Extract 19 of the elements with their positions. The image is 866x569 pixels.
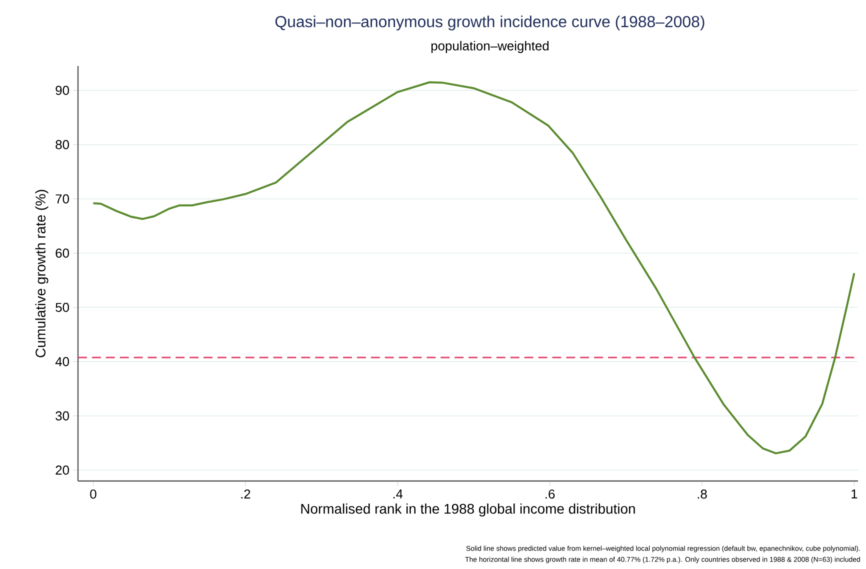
- x-tick-label: .2: [241, 489, 250, 499]
- x-tick-label: 0: [90, 489, 96, 499]
- y-tick-label: 90: [56, 86, 70, 95]
- chart-title: Quasi–non–anonymous growth incidence curve (1988–2008): [275, 16, 704, 30]
- y-tick-label: 80: [56, 140, 70, 150]
- y-tick-label: 30: [56, 411, 70, 420]
- y-tick-label: 20: [56, 466, 70, 475]
- y-tick-label: 50: [56, 302, 70, 312]
- y-tick-label: 70: [56, 194, 70, 204]
- line-series: [92, 81, 856, 454]
- chart-subtitle: population–weighted: [431, 40, 549, 54]
- x-tick-label: 1: [852, 489, 858, 498]
- y-tick-label: 60: [56, 248, 70, 258]
- y-axis-title: Cumulative growth rate (%): [35, 190, 48, 358]
- y-tick-label: 40: [55, 357, 70, 366]
- x-tick-label: .6: [546, 489, 555, 499]
- x-tick-label: .4: [393, 489, 403, 498]
- x-axis-title: Normalised rank in the 1988 global income distribution: [301, 504, 635, 516]
- x-tick-label: .8: [698, 489, 707, 499]
